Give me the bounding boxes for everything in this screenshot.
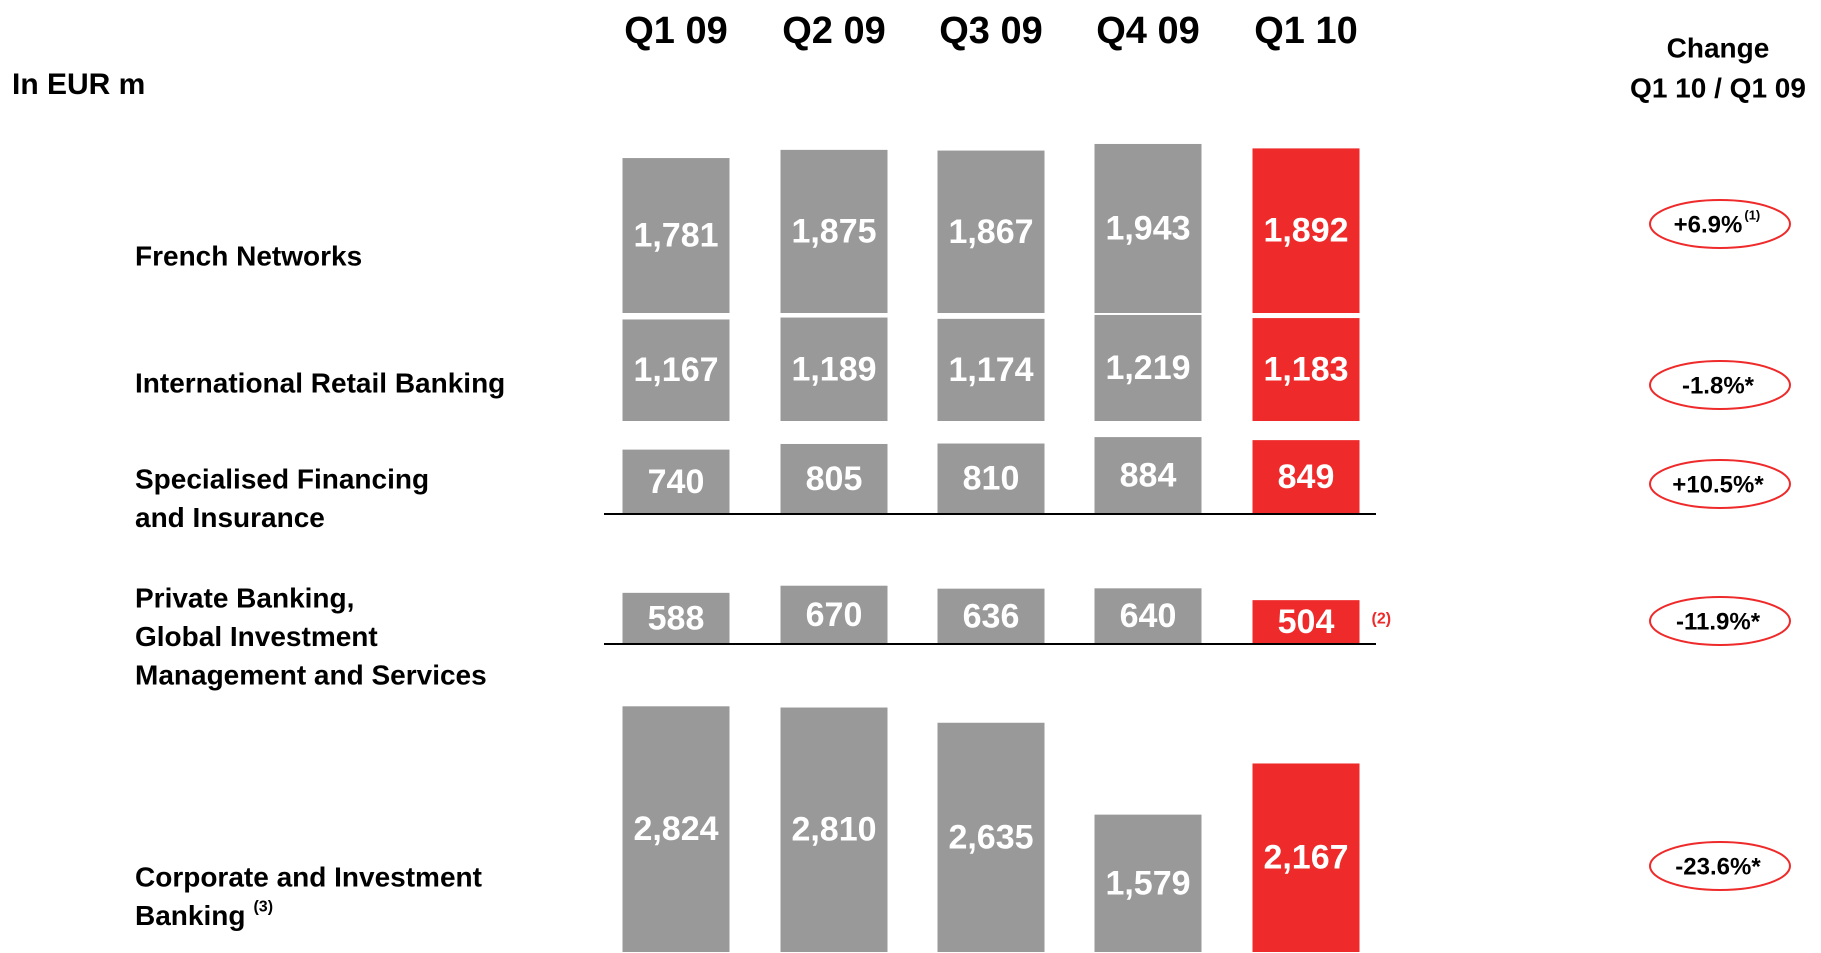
- change-oval: [1649, 199, 1791, 249]
- value-label: 810: [963, 460, 1020, 498]
- change-oval: [1649, 841, 1791, 891]
- chart-title: In EUR m: [12, 68, 145, 101]
- value-label: 588: [648, 599, 705, 637]
- bar: [937, 722, 1045, 952]
- value-label: 805: [806, 460, 863, 498]
- bar: [1094, 588, 1202, 644]
- value-label: 2,824: [633, 810, 718, 848]
- bar: [937, 150, 1045, 313]
- bar: [622, 319, 730, 421]
- row-label: Specialised Financing: [135, 463, 429, 494]
- value-label: 2,635: [948, 818, 1033, 856]
- bar: [937, 443, 1045, 514]
- value-label: 636: [963, 597, 1020, 635]
- bar: [1252, 440, 1360, 514]
- bar: [1094, 437, 1202, 514]
- bar: [1252, 318, 1360, 421]
- column-header: Q2 09: [782, 10, 886, 52]
- row-label: Banking: [135, 900, 245, 931]
- change-value: +10.5%*: [1672, 471, 1764, 498]
- bar: [622, 158, 730, 313]
- change-oval: [1649, 360, 1791, 410]
- value-label: 1,174: [948, 351, 1033, 389]
- bar: [780, 443, 888, 514]
- value-label: 740: [648, 463, 705, 501]
- bar: [622, 592, 730, 644]
- value-label: 2,167: [1263, 839, 1348, 877]
- row-label: Management and Services: [135, 659, 487, 690]
- value-label: 1,579: [1105, 864, 1190, 902]
- change-value: -11.9%*: [1676, 608, 1761, 635]
- bar: [1094, 314, 1202, 421]
- row-label: Global Investment: [135, 621, 378, 652]
- bar: [780, 585, 888, 644]
- change-value: -1.8%*: [1682, 372, 1755, 399]
- column-header: Q3 09: [939, 10, 1043, 52]
- bar: [780, 317, 888, 421]
- value-label: 640: [1120, 597, 1177, 635]
- bar: [1094, 814, 1202, 952]
- bar: [1094, 143, 1202, 313]
- change-oval: [1649, 596, 1791, 646]
- bar: [937, 588, 1045, 644]
- value-label: 1,167: [633, 351, 718, 389]
- row-label: Corporate and Investment: [135, 861, 482, 892]
- value-label: 670: [806, 596, 863, 634]
- change-value: -23.6%*: [1675, 853, 1761, 880]
- value-label: 1,183: [1263, 351, 1348, 389]
- value-label: 2,810: [791, 811, 876, 849]
- value-label: 849: [1278, 458, 1335, 496]
- value-label: 884: [1120, 457, 1177, 495]
- value-label: 1,219: [1105, 349, 1190, 387]
- change-header: Q1 10 / Q1 09: [1630, 72, 1806, 103]
- bar: [1252, 148, 1360, 313]
- bar: [1252, 763, 1360, 952]
- column-header: Q4 09: [1096, 10, 1200, 52]
- row-label: French Networks: [135, 240, 362, 271]
- change-header: Change: [1667, 32, 1770, 63]
- row-label: International Retail Banking: [135, 367, 505, 398]
- value-label: 1,892: [1263, 212, 1348, 250]
- value-label: 1,875: [791, 212, 876, 250]
- bar: [1252, 600, 1360, 644]
- value-label: 1,781: [633, 217, 718, 255]
- footnote-marker: (3): [253, 899, 273, 916]
- change-oval: [1649, 459, 1791, 509]
- value-label: 1,943: [1105, 209, 1190, 247]
- row-label: and Insurance: [135, 502, 325, 533]
- bar: [780, 149, 888, 313]
- value-label: 1,189: [791, 350, 876, 388]
- bar: [780, 707, 888, 952]
- column-header: Q1 09: [624, 10, 728, 52]
- footnote-marker: (2): [1372, 610, 1392, 627]
- bar: [937, 318, 1045, 421]
- change-value: +6.9%: [1674, 211, 1743, 238]
- bar: [622, 706, 730, 952]
- row-label: Private Banking,: [135, 582, 354, 613]
- value-label: 504: [1278, 603, 1335, 641]
- bar: [622, 449, 730, 514]
- footnote-marker: (1): [1744, 207, 1760, 222]
- column-header: Q1 10: [1254, 10, 1358, 52]
- value-label: 1,867: [948, 213, 1033, 251]
